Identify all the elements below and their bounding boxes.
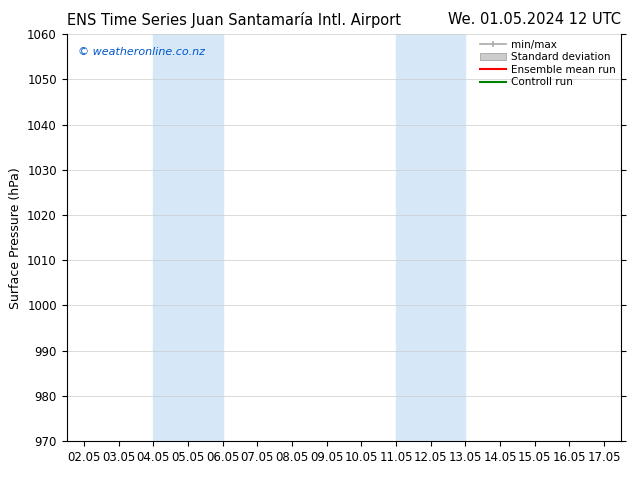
- Text: © weatheronline.co.nz: © weatheronline.co.nz: [77, 47, 205, 56]
- Legend: min/max, Standard deviation, Ensemble mean run, Controll run: min/max, Standard deviation, Ensemble me…: [480, 40, 616, 87]
- Bar: [396, 34, 465, 441]
- Text: ENS Time Series Juan Santamaría Intl. Airport: ENS Time Series Juan Santamaría Intl. Ai…: [67, 12, 401, 28]
- Y-axis label: Surface Pressure (hPa): Surface Pressure (hPa): [8, 167, 22, 309]
- Bar: [153, 34, 223, 441]
- Text: We. 01.05.2024 12 UTC: We. 01.05.2024 12 UTC: [448, 12, 621, 27]
